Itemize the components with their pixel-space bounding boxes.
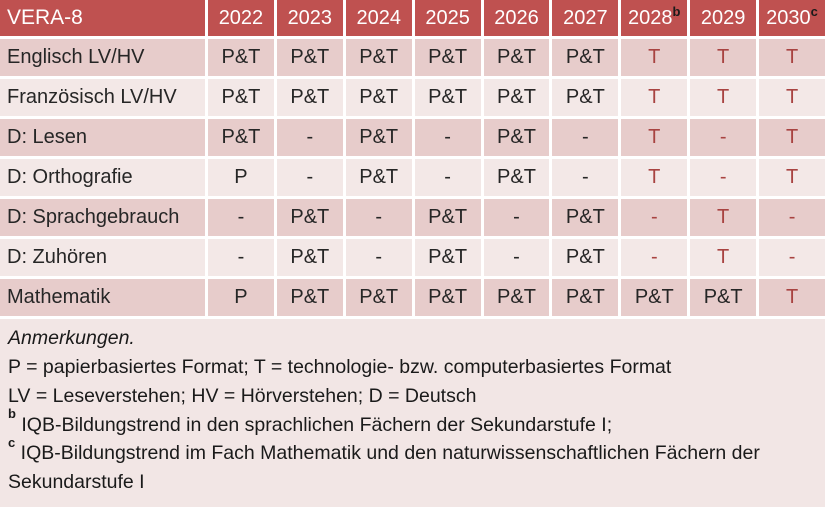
row-label: Englisch LV/HV (0, 39, 205, 76)
table-cell: P&T (483, 79, 550, 116)
table-cell: P&T (552, 239, 619, 276)
table-cell: P&T (483, 119, 550, 156)
table-cell: P&T (276, 199, 343, 236)
table-cell: - (414, 119, 481, 156)
row-label: D: Sprachgebrauch (0, 199, 205, 236)
notes-heading: Anmerkungen. (8, 327, 135, 349)
table-cell: T (759, 119, 825, 156)
table-cell: P&T (276, 39, 343, 76)
table-cell: T (621, 79, 688, 116)
vera8-table: VERA-8 2022 2023 2024 2025 2026 2027 2028 b 2029 2… (0, 0, 825, 316)
table-title: VERA-8 (0, 0, 205, 36)
year-column-header: 2025 (414, 0, 481, 36)
table-cell: - (483, 239, 550, 276)
table-cell: P&T (345, 159, 412, 196)
table-cell: - (276, 159, 343, 196)
table-cell: P&T (483, 159, 550, 196)
table-cell: P&T (208, 79, 274, 116)
table-cell: P&T (276, 239, 343, 276)
table-cell: P&T (621, 279, 688, 316)
table-cell: P&T (345, 119, 412, 156)
year-column-header: 2022 (208, 0, 274, 36)
note-b: b IQB-Bildungstrend in den sprachlichen … (8, 407, 815, 440)
table-cell: - (345, 239, 412, 276)
table-cell: P&T (345, 79, 412, 116)
table-cell: P&T (414, 239, 481, 276)
table-cell: P&T (345, 39, 412, 76)
table-cell: P&T (208, 119, 274, 156)
year-column-header: 2024 (345, 0, 412, 36)
table-cell: P&T (483, 279, 550, 316)
table-cell: - (208, 199, 274, 236)
table-cell: - (759, 199, 825, 236)
table-cell: P (208, 159, 274, 196)
table-cell: P&T (552, 39, 619, 76)
table-cell: T (690, 39, 757, 76)
table-cell: P&T (276, 279, 343, 316)
table-cell: P&T (208, 39, 274, 76)
note-abbreviations: LV = Leseverstehen; HV = Hörverstehen; D… (8, 384, 477, 407)
year-column-header: 2030 c (759, 0, 825, 36)
table-cell: T (621, 159, 688, 196)
table-cell: T (759, 79, 825, 116)
table-cell: - (276, 119, 343, 156)
year-column-header: 2029 (690, 0, 757, 36)
footnote-b-text: IQB-Bildungstrend in den sprachlichen Fä… (21, 413, 613, 436)
table-cell: - (552, 119, 619, 156)
table-cell: T (690, 239, 757, 276)
table-cell: - (690, 119, 757, 156)
table-cell: P&T (552, 199, 619, 236)
table-cell: T (759, 279, 825, 316)
table-cell: P&T (483, 39, 550, 76)
table-cell: - (208, 239, 274, 276)
table-cell: - (690, 159, 757, 196)
row-label: Mathematik (0, 279, 205, 316)
table-cell: P&T (552, 79, 619, 116)
table-cell: P&T (690, 279, 757, 316)
table-cell: - (414, 159, 481, 196)
year-column-header: 2027 (552, 0, 619, 36)
row-label: D: Lesen (0, 119, 205, 156)
table-cell: T (759, 159, 825, 196)
table-cell: - (621, 199, 688, 236)
table-cell: T (621, 39, 688, 76)
table-cell: - (345, 199, 412, 236)
table-cell: T (621, 119, 688, 156)
table-cell: P&T (552, 279, 619, 316)
table-cell: P (208, 279, 274, 316)
year-column-header: 2028 b (621, 0, 688, 36)
table-cell: T (759, 39, 825, 76)
table-cell: - (621, 239, 688, 276)
row-label: D: Zuhören (0, 239, 205, 276)
table-cell: P&T (414, 279, 481, 316)
note-formats: P = papierbasiertes Format; T = technolo… (8, 355, 672, 378)
table-cell: P&T (276, 79, 343, 116)
table-cell: - (552, 159, 619, 196)
row-label: D: Orthografie (0, 159, 205, 196)
table-cell: P&T (414, 199, 481, 236)
table-cell: T (690, 199, 757, 236)
footnote-c-marker: c (8, 434, 16, 450)
footnote-c-text: IQB-Bildungstrend im Fach Mathematik und… (8, 442, 760, 494)
row-label: Französisch LV/HV (0, 79, 205, 116)
table-cell: T (690, 79, 757, 116)
footnote-b-marker: b (8, 406, 16, 422)
table-cell: P&T (414, 39, 481, 76)
table-cell: P&T (414, 79, 481, 116)
notes-section: Anmerkungen. P = papierbasiertes Format;… (0, 319, 825, 507)
table-cell: - (483, 199, 550, 236)
year-column-header: 2026 (483, 0, 550, 36)
note-c: c IQB-Bildungstrend im Fach Mathematik u… (8, 436, 815, 497)
year-column-header: 2023 (276, 0, 343, 36)
table-cell: P&T (345, 279, 412, 316)
table-cell: - (759, 239, 825, 276)
